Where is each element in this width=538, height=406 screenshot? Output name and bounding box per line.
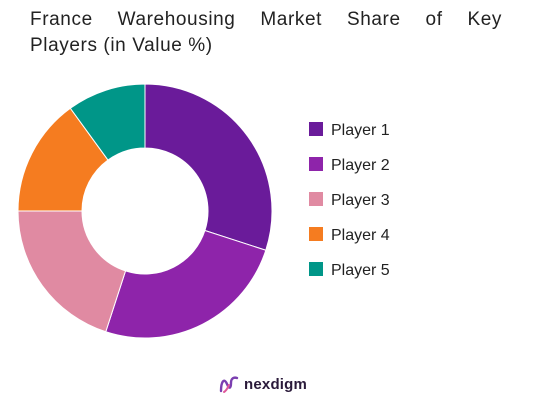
brand-footer: nexdigm (218, 372, 307, 396)
title-word: Key (467, 9, 503, 30)
legend-label-1: Player 1 (331, 122, 390, 139)
nexdigm-logo-icon (219, 376, 239, 393)
legend-swatch-4 (309, 227, 323, 241)
legend-swatch-5 (309, 262, 323, 276)
legend-swatch-3 (309, 192, 323, 206)
donut-slice-3 (17, 210, 127, 333)
legend-swatch-2 (309, 157, 323, 171)
donut-slices (17, 83, 273, 339)
title-word: Warehousing (117, 9, 236, 30)
donut-slice-1 (144, 83, 273, 251)
chart-title-line-1: France Warehousing Market Share of Key (30, 8, 502, 32)
title-word: France (30, 9, 93, 30)
donut-chart: Player 1 Player 2 Player 3 Player 4 Player 5 (17, 83, 390, 339)
title-word: Market (260, 9, 323, 30)
title-word: of (425, 9, 443, 30)
legend-label-2: Player 2 (331, 157, 390, 174)
legend-label-3: Player 3 (331, 192, 390, 209)
legend-label-4: Player 4 (331, 227, 390, 244)
chart-legend: Player 1 Player 2 Player 3 Player 4 Player 5 (309, 122, 390, 279)
donut-slice-2 (105, 229, 267, 339)
brand-name: nexdigm (244, 375, 308, 393)
chart-title-line-2: Players (in Value %) (30, 35, 213, 56)
legend-label-5: Player 5 (331, 262, 390, 279)
legend-swatch-1 (309, 122, 323, 136)
title-word: Share (346, 9, 401, 30)
donut-slice-5 (69, 83, 146, 161)
